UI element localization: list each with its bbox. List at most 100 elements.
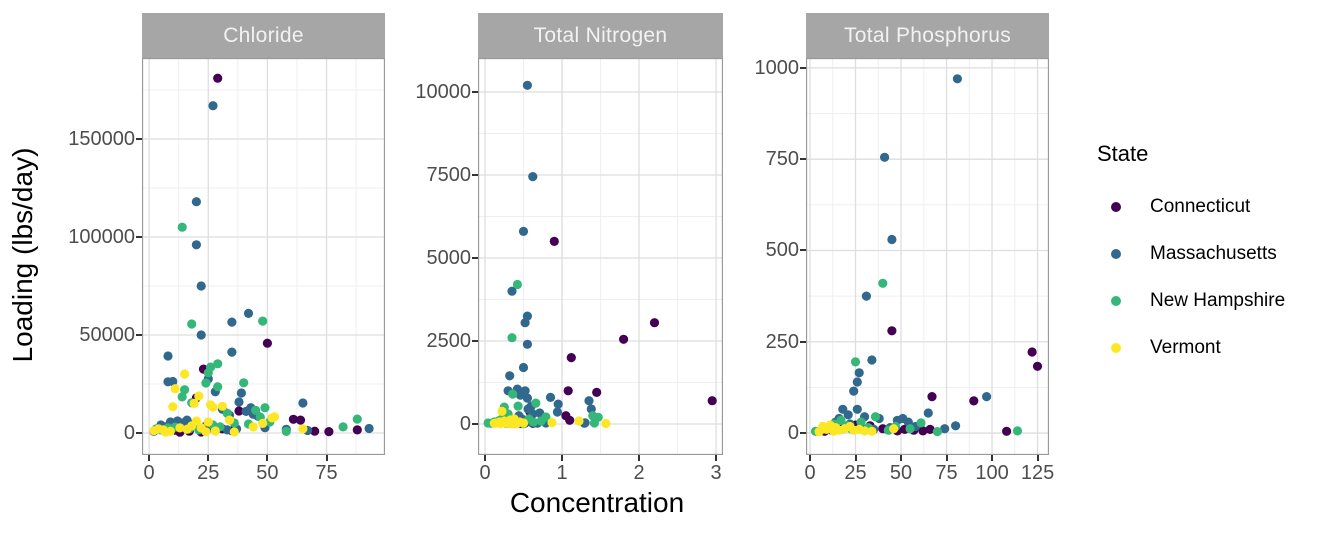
data-point-vermont	[170, 384, 180, 394]
x-tick-mark	[484, 455, 486, 461]
legend-dot-vermont	[1111, 342, 1121, 353]
data-point-connecticut	[213, 73, 223, 83]
data-point-massachusetts	[298, 398, 308, 408]
legend-item-new-hampshire: New Hampshire	[1095, 277, 1340, 324]
legend-label: Connecticut	[1150, 195, 1251, 217]
data-point-new-hampshire	[507, 333, 517, 343]
data-point-new-hampshire	[251, 405, 261, 415]
data-point-massachusetts	[227, 317, 237, 327]
data-point-massachusetts	[507, 286, 517, 296]
data-point-connecticut	[1027, 347, 1037, 357]
data-point-new-hampshire	[508, 389, 518, 399]
x-tick-mark	[148, 455, 151, 461]
data-point-massachusetts	[843, 410, 853, 420]
y-axis-labels: 0 2500 5000 7500 10000	[393, 58, 471, 455]
x-tick-label: 2	[633, 462, 645, 484]
data-point-connecticut	[619, 334, 629, 344]
y-tick-mark	[472, 422, 478, 425]
data-point-connecticut	[262, 338, 272, 348]
y-axis-title: Loading (lbs/day)	[7, 147, 38, 363]
data-point-vermont	[161, 427, 171, 437]
data-point-massachusetts	[849, 386, 859, 396]
y-tick-mark	[472, 339, 478, 342]
x-tick-mark	[207, 455, 210, 461]
x-tick-label: 0	[143, 462, 155, 484]
data-point-connecticut	[565, 415, 575, 425]
x-tick-mark	[945, 455, 948, 461]
data-point-new-hampshire	[536, 416, 546, 426]
data-point-new-hampshire	[239, 378, 249, 388]
data-point-vermont	[814, 427, 824, 437]
data-point-new-hampshire	[177, 222, 187, 232]
legend-item-connecticut: Connecticut	[1095, 183, 1340, 230]
x-tick-label: 50	[256, 462, 279, 484]
data-point-massachusetts	[191, 240, 201, 250]
y-tick-label: 0	[459, 412, 471, 435]
data-point-vermont	[149, 426, 159, 436]
data-point-new-hampshire	[589, 418, 599, 428]
data-point-new-hampshire	[213, 382, 223, 392]
facet-strip-label: Total Phosphorus	[843, 23, 1012, 47]
data-point-vermont	[547, 417, 557, 428]
data-point-massachusetts	[505, 371, 515, 381]
x-tick-mark	[325, 455, 328, 461]
y-axis-labels: 0 50000 100000 150000	[57, 58, 135, 455]
y-tick-mark	[136, 432, 142, 434]
data-point-vermont	[497, 406, 507, 416]
x-tick-mark	[638, 455, 641, 461]
x-tick-label: 1	[556, 462, 568, 484]
facet-strip-label: Chloride	[223, 23, 304, 47]
data-point-new-hampshire	[258, 316, 268, 326]
y-tick-label: 250	[765, 330, 799, 353]
data-point-vermont	[210, 426, 220, 436]
scatter-plot-canvas	[806, 58, 1049, 455]
data-point-new-hampshire	[916, 418, 926, 428]
data-point-connecticut	[925, 424, 935, 434]
x-tick-mark	[991, 455, 994, 461]
data-point-vermont	[860, 426, 870, 436]
data-point-new-hampshire	[905, 424, 915, 434]
data-point-new-hampshire	[260, 403, 270, 413]
data-point-massachusetts	[522, 80, 532, 90]
data-point-connecticut	[563, 386, 573, 396]
data-point-vermont	[182, 424, 192, 434]
data-point-vermont	[889, 424, 899, 434]
x-axis-title: Concentration	[509, 487, 685, 518]
data-point-new-hampshire	[203, 368, 213, 378]
panel-border	[806, 58, 1049, 455]
y-tick-mark	[472, 256, 478, 259]
data-point-vermont	[180, 369, 190, 379]
data-point-vermont	[217, 401, 227, 411]
data-point-vermont	[867, 426, 877, 436]
y-tick-label: 7500	[426, 163, 472, 186]
facet-total-nitrogen: Total Nitrogen 0 2500 5000 7500 10000 0 1 2 3	[415, 13, 723, 484]
data-point-vermont	[258, 418, 268, 428]
data-point-massachusetts	[861, 291, 871, 301]
data-point-new-hampshire	[1012, 426, 1023, 436]
data-point-massachusetts	[940, 424, 950, 434]
x-tick-mark	[854, 455, 857, 461]
x-tick-label: 0	[479, 462, 491, 484]
y-tick-label: 750	[765, 148, 799, 171]
x-tick-label: 75	[935, 462, 958, 484]
data-point-vermont	[189, 398, 199, 408]
legend-dot-massachusetts	[1111, 248, 1121, 259]
data-point-massachusetts	[867, 355, 877, 365]
data-point-massachusetts	[163, 351, 173, 361]
data-point-new-hampshire	[513, 401, 523, 411]
legend-label: New Hampshire	[1150, 289, 1286, 311]
data-point-vermont	[829, 426, 839, 436]
data-point-vermont	[208, 402, 218, 412]
data-point-new-hampshire	[201, 378, 211, 388]
data-point-new-hampshire	[187, 319, 197, 329]
data-point-vermont	[168, 402, 178, 412]
y-tick-mark	[136, 236, 142, 238]
data-point-massachusetts	[552, 407, 562, 417]
legend-item-massachusetts: Massachusetts	[1095, 230, 1340, 277]
data-point-massachusetts	[518, 226, 529, 236]
data-point-massachusetts	[196, 281, 206, 291]
data-point-massachusetts	[553, 399, 563, 409]
y-tick-mark	[800, 340, 806, 343]
data-point-massachusetts	[520, 318, 530, 328]
data-point-connecticut	[969, 396, 979, 406]
